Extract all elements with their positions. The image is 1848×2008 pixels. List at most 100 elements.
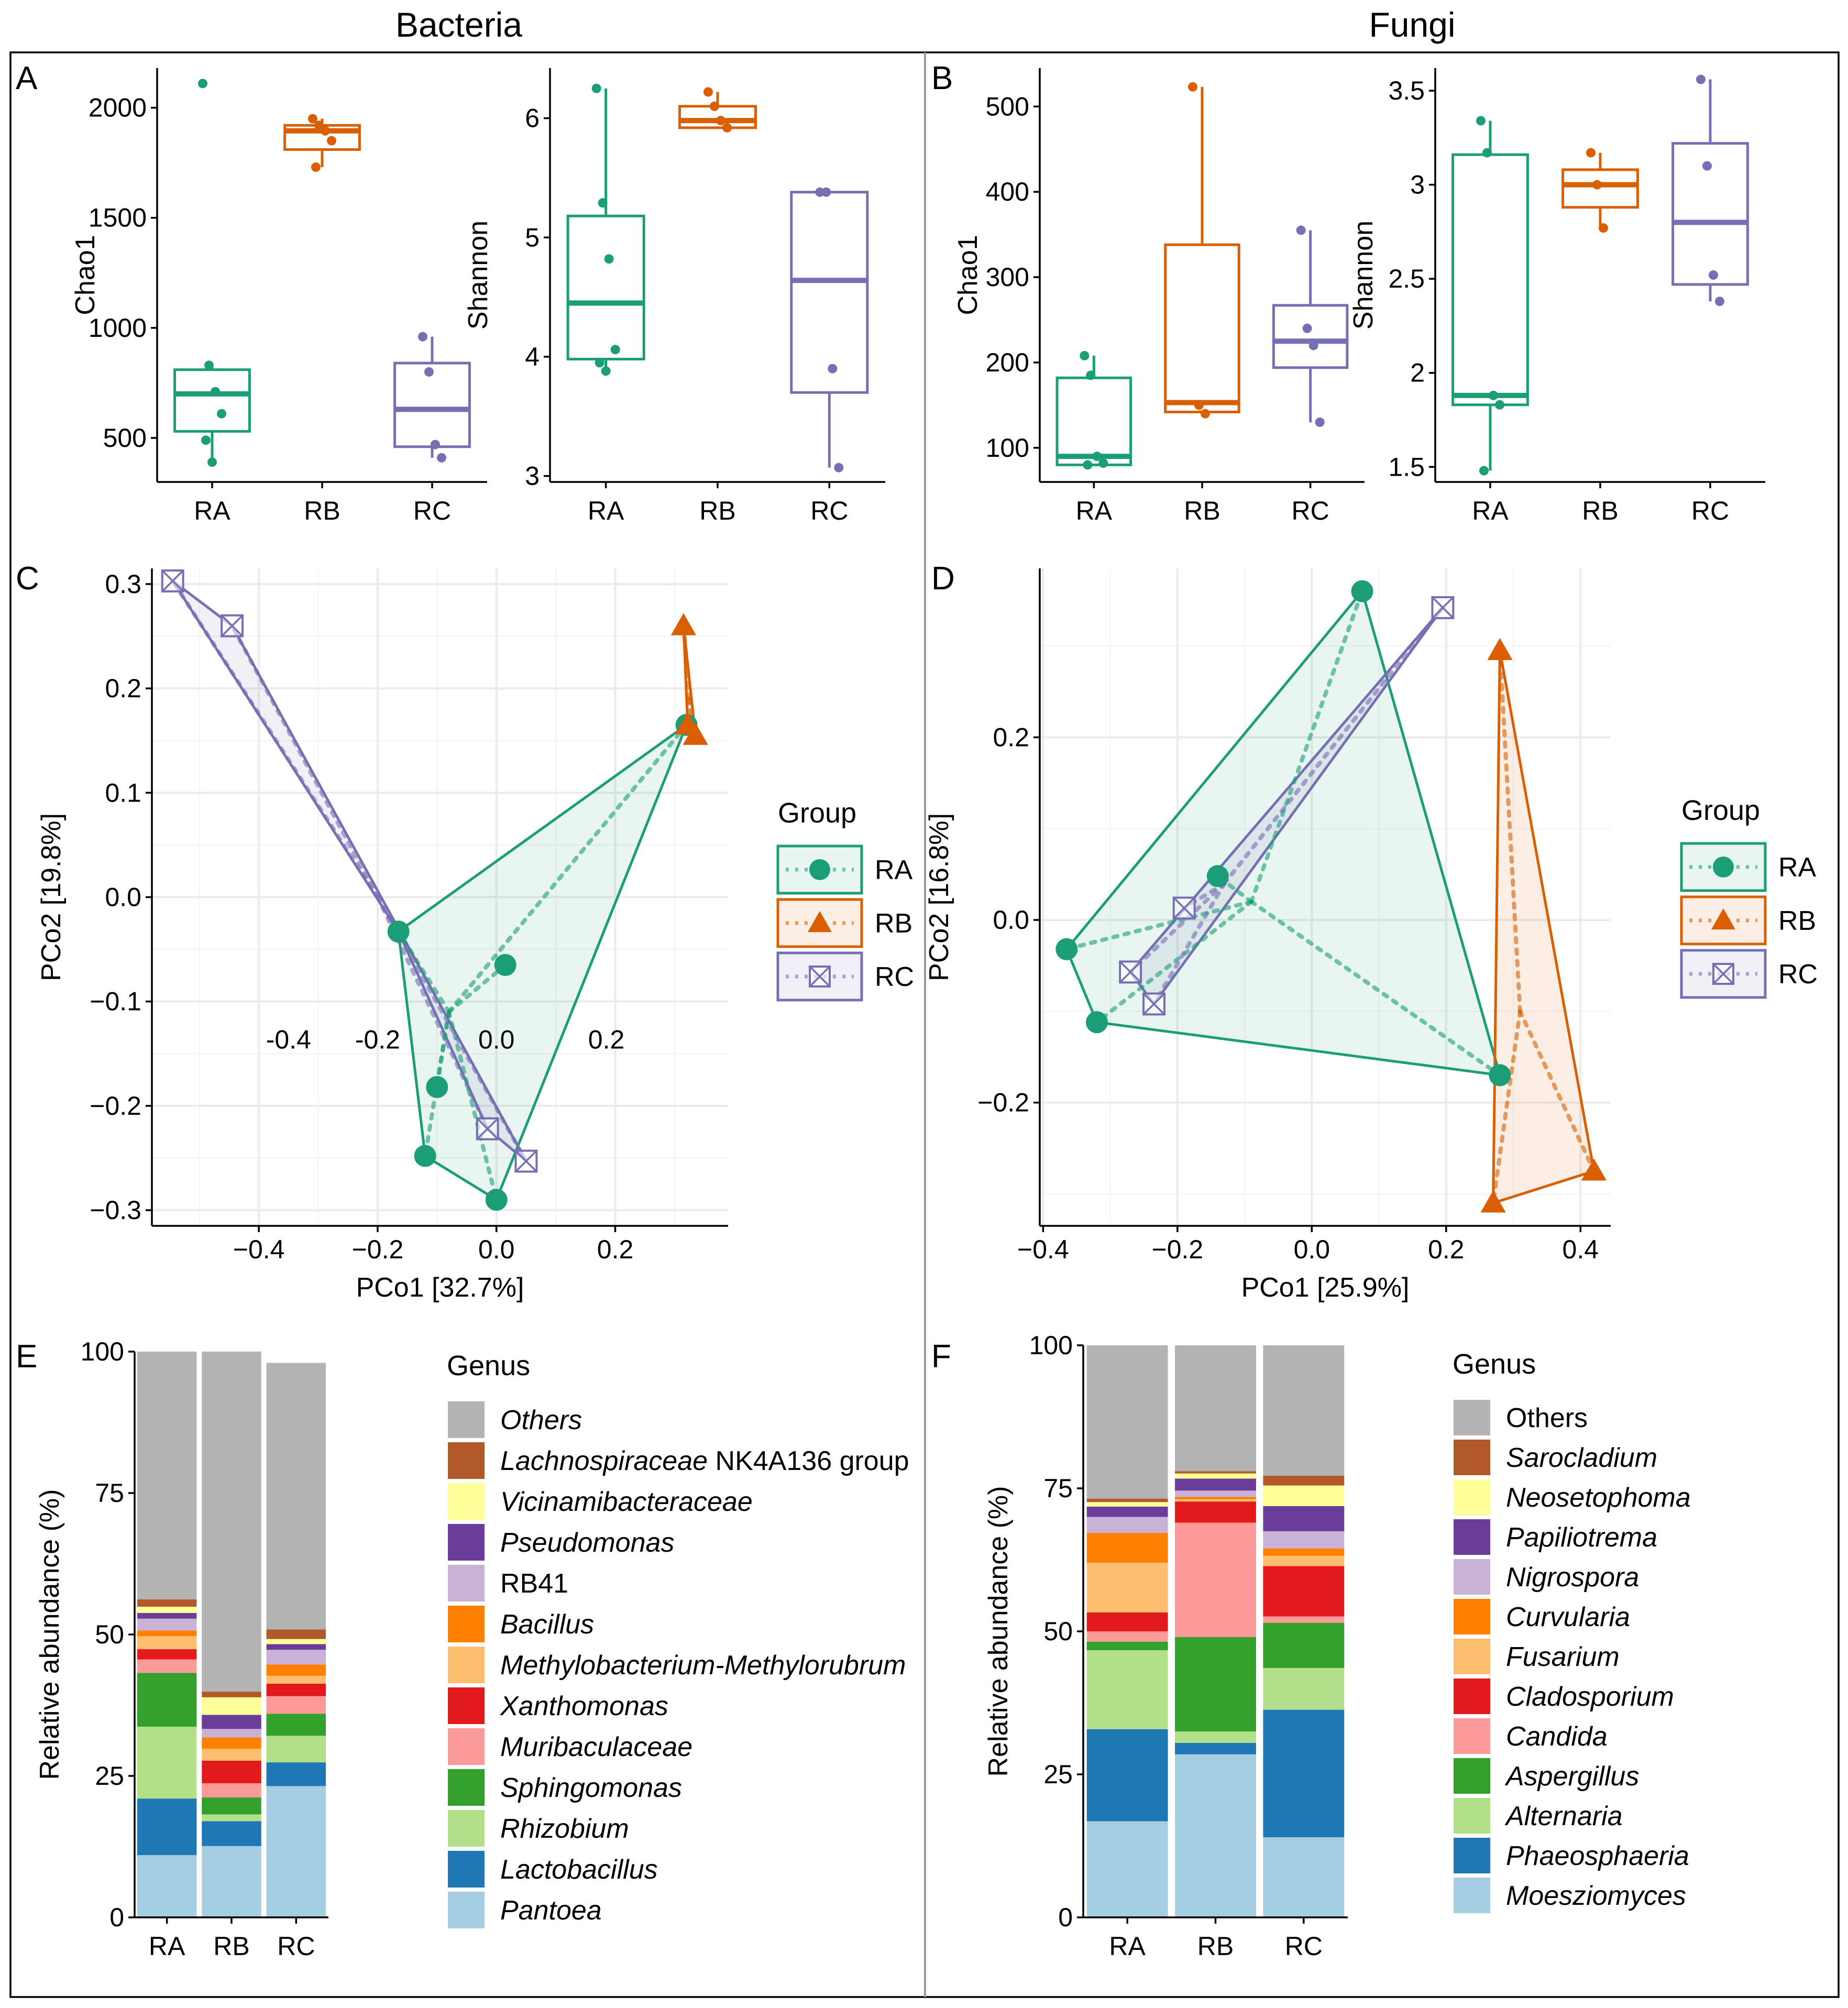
y-axis-label: PCo2 [19.8%]: [36, 813, 67, 981]
legend-title: Genus: [1453, 1348, 1536, 1380]
legend-swatch: [448, 1483, 485, 1520]
legend-label-ra: RA: [1778, 852, 1817, 883]
legend-group: Genus Others Sarocladium Neosetophoma Papili…: [1453, 1348, 1691, 1913]
point-cross: [1173, 897, 1195, 919]
bar-segment-moesziomyces: [1263, 1837, 1345, 1917]
boxplot-a2: 3 4 5 6 RA RB RC Shannon: [463, 68, 885, 525]
legend-swatch: [448, 1810, 485, 1847]
legend-label: Curvularia: [1506, 1602, 1630, 1632]
y-tick-label: 100: [1029, 1331, 1073, 1360]
x-tick-label: RA: [1109, 1932, 1146, 1961]
spider-line: [1064, 899, 1253, 951]
data-point: [1495, 400, 1504, 410]
x-axis-label: PCo1 [25.9%]: [1241, 1272, 1410, 1303]
x-axis-label: PCo1 [32.7%]: [356, 1272, 524, 1303]
y-tick-label: 1.5: [1388, 452, 1425, 481]
spider-line: [687, 697, 698, 738]
x-tick-label: RC: [1285, 1932, 1323, 1961]
pcoa-c: −0.4 −0.2 0.0 0.2 −0.3 −0.2 −0.1 0.0 0.1 0.2 0.3 PC…: [36, 568, 914, 1303]
legend-label: Methylobacterium-Methylorubrum: [500, 1650, 906, 1681]
bar-segment-xanthomonas: [266, 1683, 326, 1696]
bar-segment-neosetophoma: [1086, 1502, 1168, 1507]
x-tick-label: RB: [1582, 496, 1618, 525]
legend-swatch: [448, 1565, 485, 1601]
boxplot-a1: 500 1000 1500 2000 RA RB RC Chao1: [70, 68, 487, 525]
bar-segment-pseudomonas: [202, 1715, 261, 1729]
y-tick-label: 3: [1410, 170, 1425, 200]
bar-segment-lachnospiraceae-nk4a136-group: [266, 1629, 326, 1639]
spider-line: [447, 722, 689, 1014]
spider-line: [396, 929, 452, 1014]
data-point: [198, 79, 207, 89]
legend-label: Phaeosphaeria: [1506, 1841, 1689, 1871]
point-circle: [414, 1145, 436, 1167]
y-tick-label: −0.2: [90, 1091, 141, 1121]
data-point: [1201, 409, 1210, 419]
bar-segment-rb41: [137, 1618, 197, 1631]
bar-segment-rhizobium: [137, 1727, 197, 1799]
bar-segment-phaeosphaeria: [1086, 1729, 1168, 1822]
y-tick-label: 0.0: [105, 883, 141, 912]
x-tick-label: 0.4: [1563, 1235, 1599, 1264]
y-tick-label: 0.0: [993, 905, 1029, 935]
point-circle: [809, 859, 830, 880]
point-triangle: [1711, 908, 1735, 930]
box-rb: [678, 105, 757, 129]
bar-segment-sarocladium: [1086, 1498, 1168, 1502]
legend-label-ra: RA: [875, 855, 913, 885]
y-axis-label: Relative abundance (%): [35, 1489, 65, 1780]
data-point: [1308, 341, 1318, 350]
boxplot-b2: 1.5 2 2.5 3 3.5 RA RB RC Shannon: [1348, 68, 1765, 525]
box-ra: [566, 214, 645, 361]
data-point: [1086, 370, 1096, 380]
legend-swatch: [448, 1442, 485, 1479]
y-tick-label: 100: [81, 1337, 124, 1366]
bar-segment-rb41: [266, 1650, 326, 1665]
spider-line: [1128, 881, 1227, 974]
legend-label: Candida: [1506, 1721, 1608, 1752]
y-tick-label: 3.5: [1388, 76, 1425, 105]
bar-segment-fusarium: [1263, 1555, 1345, 1566]
point-triangle: [675, 712, 701, 734]
x-tick-label: RC: [810, 496, 848, 525]
legend-swatch: [1454, 1718, 1490, 1754]
box-rc: [393, 361, 471, 448]
legend-swatch: [448, 1606, 485, 1642]
legend-group: Group RA RB RC: [776, 797, 914, 1002]
data-point: [1098, 458, 1108, 468]
point-cross: [1142, 993, 1165, 1015]
data-point: [591, 83, 601, 93]
x-tick-label: RB: [213, 1932, 249, 1961]
bar-segment-others: [266, 1363, 326, 1630]
legend-swatch: [1454, 1758, 1490, 1794]
data-point: [821, 187, 831, 197]
legend-label-rc: RC: [1778, 959, 1818, 990]
legend-label: Rhizobium: [500, 1814, 629, 1844]
point-cross: [221, 615, 244, 637]
y-tick-label: 4: [525, 342, 540, 371]
panel-label-a: A: [16, 60, 38, 96]
point-circle: [1055, 938, 1078, 960]
data-point: [418, 332, 427, 342]
legend-swatch: [1454, 1798, 1490, 1834]
y-tick-label: 25: [95, 1761, 124, 1791]
spider-line: [1095, 899, 1253, 1025]
stacked-bar-f: RA RB RC 0 25 50 75 100 Relative abundance (%) Ge…: [983, 1331, 1691, 1961]
legend-group: Group RA RB RC: [1680, 795, 1818, 999]
bar-segment-sphingomonas: [202, 1797, 261, 1815]
bar-segment-others: [1263, 1345, 1345, 1476]
x-tick-label: RB: [699, 496, 735, 525]
y-axis-label: Chao1: [953, 235, 983, 315]
legend-key: [1680, 842, 1767, 892]
point-circle: [1351, 580, 1373, 602]
legend-swatch: [1454, 1479, 1490, 1515]
bar-segment-aspergillus: [1175, 1637, 1256, 1732]
y-axis-label: Relative abundance (%): [983, 1486, 1014, 1777]
y-tick-label: 100: [986, 433, 1029, 463]
data-point: [1592, 180, 1602, 190]
data-point: [314, 120, 324, 130]
bar-segment-alternaria: [1263, 1667, 1345, 1710]
y-tick-label: 2: [1410, 358, 1425, 388]
bar-segment-cladosporium: [1086, 1612, 1168, 1631]
inner-tick-label: -0.2: [355, 1025, 400, 1054]
